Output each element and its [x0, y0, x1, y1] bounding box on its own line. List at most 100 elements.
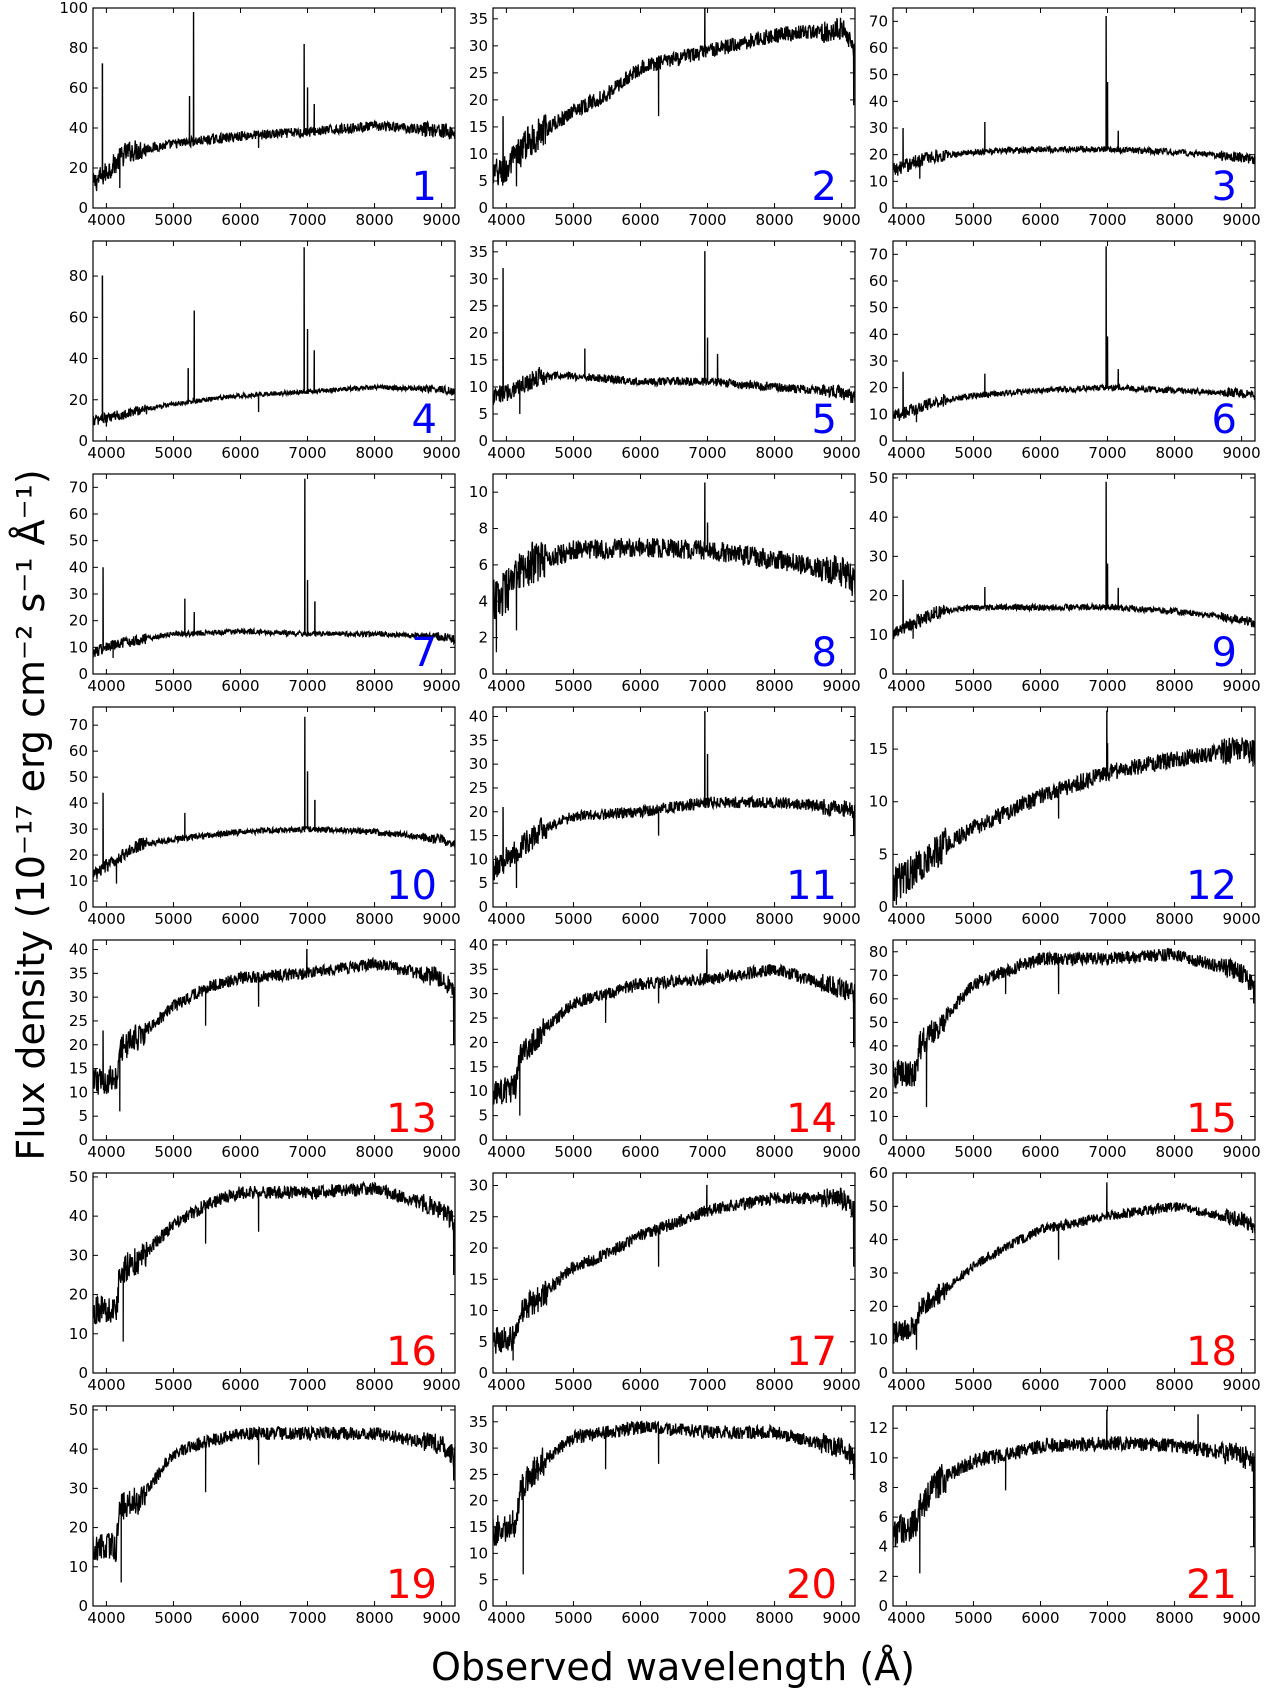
spectrum-line-16	[93, 1180, 455, 1342]
x-tick-label: 9000	[822, 677, 860, 695]
y-tick-label: 8	[878, 1478, 888, 1496]
x-tick-label: 7000	[688, 444, 726, 462]
y-tick-label: 30	[469, 1177, 488, 1195]
x-tick-label: 9000	[822, 1143, 860, 1161]
spectrum-panel-6: 4000 5000 6000 7000 8000 9000 0 10 20 30 40 50 60 70 6	[869, 240, 1261, 462]
x-tick-label: 5000	[554, 910, 592, 928]
y-tick-label: 50	[869, 469, 888, 487]
y-tick-label: 30	[869, 1060, 888, 1078]
y-tick-label: 25	[469, 1208, 488, 1226]
x-tick-label: 6000	[221, 1376, 259, 1394]
y-tick-label: 60	[69, 742, 88, 760]
x-tick-label: 8000	[755, 1143, 793, 1161]
y-tick-label: 10	[469, 378, 488, 396]
plot-frame	[892, 7, 1256, 209]
y-tick-label: 80	[869, 943, 888, 961]
panel-number-label: 7	[412, 630, 437, 676]
y-tick-label: 15	[469, 1058, 488, 1076]
x-tick-label: 6000	[621, 211, 659, 229]
x-tick-label: 7000	[288, 1143, 326, 1161]
panel-number-label: 20	[786, 1562, 837, 1608]
y-tick-label: 2	[878, 1567, 888, 1585]
y-tick-label: 10	[869, 1331, 888, 1349]
panel-number-label: 21	[1186, 1562, 1237, 1608]
spectrum-line-17	[493, 1184, 855, 1361]
panel-number-label: 15	[1186, 1096, 1237, 1142]
spectrum-panel-15: 4000 5000 6000 7000 8000 9000 0 10 20 30 40 50 60 70 8…	[869, 939, 1261, 1161]
spectrum-panel-19: 4000 5000 6000 7000 8000 9000 0 10 20 30 40 50 19	[69, 1401, 461, 1627]
x-tick-label: 6000	[1021, 1143, 1059, 1161]
x-tick-label: 9000	[1222, 1143, 1260, 1161]
y-tick-label: 0	[478, 199, 488, 217]
plot-frame	[92, 1172, 456, 1374]
x-tick-label: 4000	[487, 1143, 525, 1161]
y-tick-label: 5	[478, 1571, 488, 1589]
y-tick-label: 25	[469, 297, 488, 315]
y-tick-label: 0	[478, 665, 488, 683]
plot-frame	[892, 939, 1256, 1141]
spectrum-line-18	[893, 1182, 1255, 1350]
x-tick-label: 5000	[954, 1609, 992, 1627]
y-tick-label: 20	[869, 146, 888, 164]
x-tick-label: 7000	[288, 1609, 326, 1627]
y-tick-label: 5	[478, 874, 488, 892]
spectrum-line-20	[493, 1420, 855, 1575]
y-tick-label: 50	[69, 768, 88, 786]
spectrum-panel-14: 4000 5000 6000 7000 8000 9000 0 5 10 15 20 25 30 35 40…	[469, 936, 861, 1161]
spectrum-panel-1: 4000 5000 6000 7000 8000 9000 0 20 40 60 80 100 1	[59, 0, 460, 229]
x-tick-label: 6000	[1021, 211, 1059, 229]
x-tick-label: 4000	[487, 1376, 525, 1394]
x-tick-label: 5000	[954, 1143, 992, 1161]
panel-number-label: 3	[1212, 164, 1237, 210]
x-tick-label: 5000	[954, 1376, 992, 1394]
y-tick-label: 20	[69, 612, 88, 630]
x-tick-label: 8000	[1155, 1143, 1193, 1161]
spectrum-line-1	[93, 11, 455, 192]
x-tick-label: 6000	[221, 677, 259, 695]
y-tick-label: 0	[78, 432, 88, 450]
plot-frame	[892, 240, 1256, 442]
y-tick-label: 40	[69, 1207, 88, 1225]
x-tick-label: 6000	[621, 444, 659, 462]
y-tick-label: 30	[869, 352, 888, 370]
spectrum-panel-10: 4000 5000 6000 7000 8000 9000 0 10 20 30 40 50 60 70 1…	[69, 706, 461, 928]
x-tick-label: 7000	[1088, 444, 1126, 462]
y-tick-label: 30	[469, 985, 488, 1003]
x-tick-label: 4000	[887, 677, 925, 695]
y-tick-label: 15	[69, 1060, 88, 1078]
y-tick-label: 50	[69, 532, 88, 550]
y-tick-label: 0	[878, 1364, 888, 1382]
y-tick-label: 100	[59, 0, 88, 17]
y-tick-label: 0	[478, 1364, 488, 1382]
y-tick-label: 30	[869, 547, 888, 565]
y-tick-label: 15	[469, 351, 488, 369]
y-tick-label: 40	[69, 350, 88, 368]
x-tick-label: 9000	[422, 211, 460, 229]
panel-number-label: 12	[1186, 863, 1237, 909]
plot-frame	[492, 706, 856, 908]
x-tick-label: 4000	[887, 211, 925, 229]
plot-frame	[92, 1405, 456, 1607]
y-tick-label: 40	[69, 558, 88, 576]
y-tick-label: 5	[878, 845, 888, 863]
x-tick-label: 6000	[1021, 444, 1059, 462]
x-tick-label: 9000	[422, 1376, 460, 1394]
y-tick-label: 0	[878, 432, 888, 450]
x-tick-label: 4000	[87, 1376, 125, 1394]
spectrum-panel-3: 4000 5000 6000 7000 8000 9000 0 10 20 30 40 50 60 70 3	[869, 7, 1261, 229]
spectrum-line-6	[893, 246, 1255, 423]
plot-frame	[492, 240, 856, 442]
x-tick-label: 9000	[822, 910, 860, 928]
x-tick-label: 6000	[621, 910, 659, 928]
y-tick-label: 10	[869, 793, 888, 811]
y-tick-label: 20	[869, 587, 888, 605]
x-tick-label: 5000	[954, 211, 992, 229]
spectrum-panel-12: 4000 5000 6000 7000 8000 9000 0 5 10 15 12	[869, 706, 1261, 928]
y-tick-label: 30	[469, 1439, 488, 1457]
y-tick-label: 0	[878, 665, 888, 683]
y-tick-label: 2	[478, 629, 488, 647]
panel-grid: 4000 5000 6000 7000 8000 90000204060801001400…	[59, 0, 1260, 1627]
spectrum-line-5	[493, 251, 855, 415]
panel-number-label: 19	[386, 1562, 437, 1608]
x-tick-label: 9000	[1222, 444, 1260, 462]
